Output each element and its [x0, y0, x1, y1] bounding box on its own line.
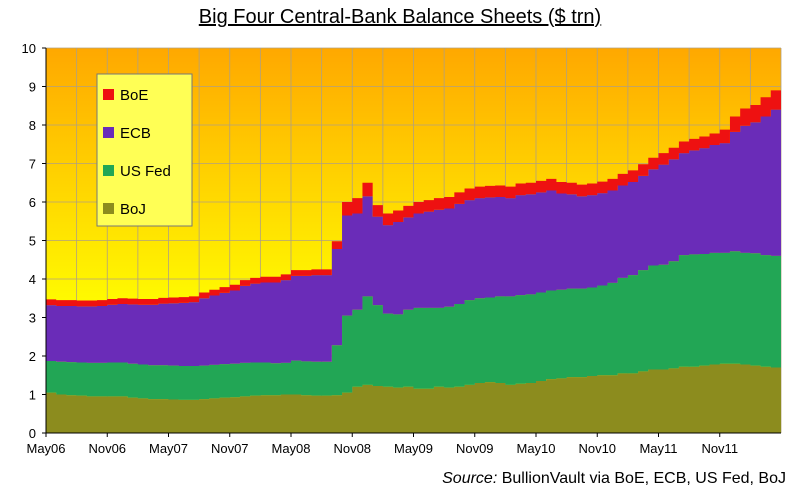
y-tick-label: 5 — [29, 234, 36, 249]
legend: BoE ECB US Fed BoJ — [96, 73, 193, 227]
legend-swatch — [103, 165, 114, 176]
y-tick-label: 7 — [29, 157, 36, 172]
x-tick-label: Nov10 — [578, 441, 616, 456]
x-tick-label: Nov11 — [701, 441, 738, 456]
y-tick-label: 2 — [29, 349, 36, 364]
area-us-fed — [46, 251, 781, 400]
y-tick-label: 3 — [29, 311, 36, 326]
x-tick-label: May07 — [149, 441, 188, 456]
x-tick-label: Nov07 — [211, 441, 249, 456]
x-tick-label: May10 — [516, 441, 555, 456]
legend-swatch — [103, 127, 114, 138]
x-tick-label: Nov06 — [88, 441, 126, 456]
stacked-areas — [46, 90, 781, 433]
x-tick-label: May06 — [26, 441, 65, 456]
legend-label: US Fed — [120, 163, 171, 180]
legend-swatch — [103, 203, 114, 214]
area-boj — [46, 363, 781, 433]
y-tick-label: 0 — [29, 426, 36, 441]
legend-label: ECB — [120, 125, 151, 142]
x-tick-label: Nov09 — [456, 441, 494, 456]
x-tick-label: May09 — [394, 441, 433, 456]
source-note: Source: BullionVault via BoE, ECB, US Fe… — [442, 470, 786, 488]
legend-label: BoJ — [120, 201, 146, 218]
y-tick-label: 4 — [29, 272, 36, 287]
source-text: BullionVault via BoE, ECB, US Fed, BoJ — [497, 470, 786, 487]
x-tick-label: May08 — [271, 441, 310, 456]
y-axis-ticks: 0 1 2 3 4 5 6 7 8 9 10 — [22, 41, 46, 441]
y-tick-label: 9 — [29, 80, 36, 95]
y-tick-label: 1 — [29, 388, 36, 403]
legend-swatch — [103, 89, 114, 100]
x-tick-label: May11 — [639, 441, 677, 456]
x-tick-label: Nov08 — [333, 441, 371, 456]
chart-title: Big Four Central-Bank Balance Sheets ($ … — [198, 6, 602, 28]
legend-label: BoE — [120, 87, 148, 104]
area-ecb — [46, 109, 781, 367]
y-tick-label: 10 — [22, 41, 36, 56]
source-label: Source: — [442, 470, 498, 487]
y-tick-label: 8 — [29, 118, 36, 133]
y-tick-label: 6 — [29, 195, 36, 210]
x-axis-ticks: May06 Nov06 May07 Nov07 May08 Nov08 May09 Nov09… — [26, 433, 738, 456]
